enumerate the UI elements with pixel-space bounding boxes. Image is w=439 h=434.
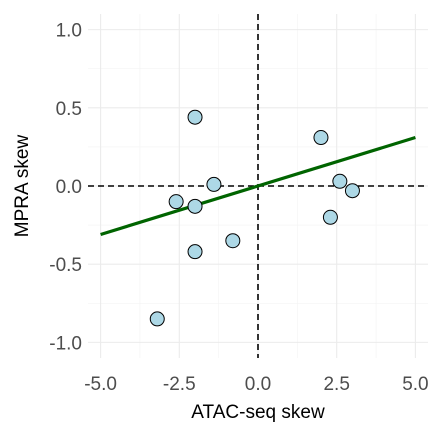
data-point	[345, 184, 359, 198]
data-point	[150, 312, 164, 326]
y-axis-ticks: 1.0 0.5 0.0 -0.5 -1.0	[49, 21, 82, 355]
data-points	[150, 110, 359, 326]
y-tick-label: 0.5	[56, 99, 82, 120]
data-point	[333, 174, 347, 188]
data-point	[188, 110, 202, 124]
y-tick-label: 0.0	[56, 177, 82, 198]
data-point	[323, 210, 337, 224]
x-tick-label: -2.5	[163, 374, 196, 395]
y-tick-label: -1.0	[49, 333, 82, 354]
y-tick-label: -0.5	[49, 255, 82, 276]
data-point	[188, 245, 202, 259]
data-point	[169, 195, 183, 209]
x-axis-label: ATAC-seq skew	[191, 402, 325, 423]
x-tick-label: 5.0	[402, 374, 428, 395]
data-point	[188, 199, 202, 213]
data-point	[314, 131, 328, 145]
data-point	[226, 234, 240, 248]
y-axis-label: MPRA skew	[12, 135, 33, 238]
y-tick-label: 1.0	[56, 21, 82, 42]
x-axis-ticks: -5.0 -2.5 0.0 2.5 5.0	[84, 374, 428, 395]
data-point	[207, 177, 221, 191]
x-tick-label: -5.0	[84, 374, 117, 395]
x-tick-label: 0.0	[245, 374, 271, 395]
x-tick-label: 2.5	[323, 374, 349, 395]
